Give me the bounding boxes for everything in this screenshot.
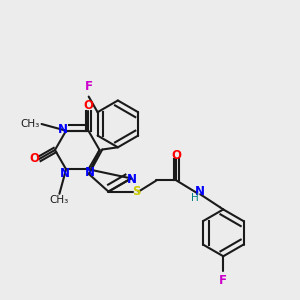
Text: O: O (172, 149, 182, 162)
Text: N: N (60, 167, 70, 179)
Text: N: N (57, 123, 68, 136)
Text: O: O (83, 100, 93, 112)
Text: CH₃: CH₃ (21, 119, 40, 129)
Text: O: O (30, 152, 40, 165)
Text: N: N (127, 173, 137, 186)
Text: N: N (85, 167, 95, 179)
Text: CH₃: CH₃ (50, 195, 69, 206)
Text: F: F (219, 274, 227, 287)
Text: N: N (195, 185, 205, 198)
Text: H: H (191, 193, 199, 203)
Text: S: S (132, 185, 141, 198)
Text: F: F (85, 80, 93, 94)
